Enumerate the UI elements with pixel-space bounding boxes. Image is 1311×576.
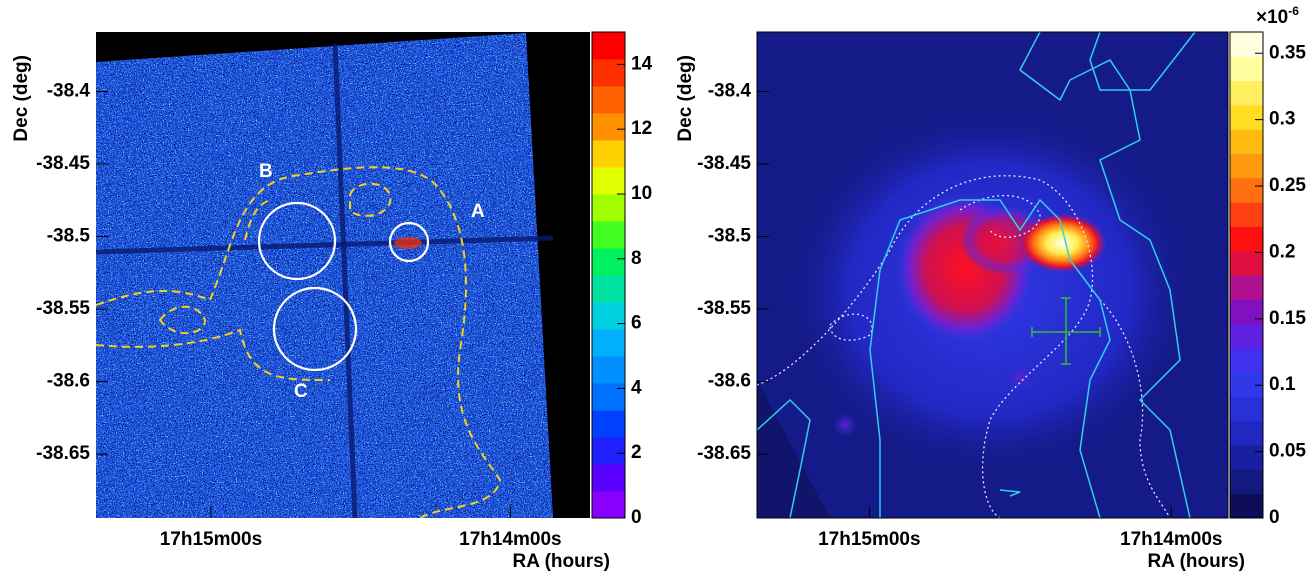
- colorbar-tick-label: 0.2: [1269, 241, 1295, 262]
- annotation: C: [294, 381, 308, 402]
- colorbar-band: [1230, 80, 1263, 106]
- colorbar-band: [1230, 56, 1263, 82]
- colorbar-band: [592, 329, 625, 357]
- colorbar-band: [1230, 226, 1263, 252]
- colorbar-tick-label: 0.15: [1269, 308, 1306, 329]
- colorbar-band: [1230, 250, 1263, 276]
- annotation: A: [471, 201, 485, 222]
- colorbar-band: [592, 464, 625, 492]
- colorbar-band: [592, 113, 625, 141]
- exponent-power: -6: [1288, 4, 1299, 18]
- colorbar-band: [1230, 469, 1263, 495]
- y-tick-label: -38.45: [36, 153, 90, 174]
- colorbar-frame: [591, 31, 626, 519]
- frame: [756, 31, 1229, 519]
- significance-map: [757, 32, 1228, 518]
- colorbar-band: [592, 32, 625, 60]
- colorbar-band: [592, 248, 625, 276]
- colorbar-band: [1230, 493, 1263, 519]
- colorbar-band: [1230, 347, 1263, 373]
- colorbar-band: [592, 491, 625, 519]
- y-axis-label: Dec (deg): [675, 55, 696, 142]
- colorbar-band: [592, 140, 625, 168]
- y-tick-label: -38.6: [708, 371, 751, 392]
- colorbar-band: [592, 194, 625, 222]
- counts-image: A B C: [96, 32, 590, 518]
- colorbar-band: [1230, 396, 1263, 422]
- exponent-base: ×10: [1256, 7, 1288, 28]
- x-tick-label: 17h14m00s: [459, 529, 561, 550]
- y-tick-label: -38.55: [36, 298, 90, 319]
- colorbar-tick-label: 0: [631, 507, 642, 528]
- colorbar-tick-label: 10: [631, 183, 652, 204]
- colorbar-band: [1230, 275, 1263, 300]
- colorbar-band: [1230, 32, 1263, 57]
- y-tick-label: -38.45: [697, 153, 751, 174]
- colorbar-band: [592, 356, 625, 384]
- colorbar-band: [592, 437, 625, 465]
- colorbar-band: [592, 221, 625, 249]
- x-axis-label: RA (hours): [513, 551, 610, 571]
- y-tick-label: -38.6: [47, 371, 90, 392]
- colorbar-band: [592, 59, 625, 87]
- colorbar-band: [592, 86, 625, 114]
- colorbar-band: [1230, 299, 1263, 325]
- y-axis-label: Dec (deg): [11, 55, 32, 142]
- y-tick-label: -38.5: [47, 226, 91, 247]
- colorbar-band: [592, 383, 625, 411]
- colorbar-band: [1230, 177, 1263, 203]
- colorbar-band: [1230, 202, 1263, 227]
- colorbar-band: [1230, 323, 1263, 349]
- y-tick-label: -38.5: [708, 226, 752, 247]
- colorbar-band: [592, 167, 625, 195]
- colorbar-band: [1230, 420, 1263, 446]
- colorbar-band: [1230, 129, 1263, 154]
- y-tick-label: -38.65: [36, 443, 90, 464]
- colorbar-tick-label: 0.05: [1269, 441, 1306, 462]
- colorbar-band: [592, 410, 625, 438]
- colorbar-frame: [1229, 31, 1264, 519]
- colorbar-tick-label: 8: [631, 248, 642, 269]
- y-tick-label: -38.4: [47, 80, 91, 101]
- x-tick-label: 17h14m00s: [1120, 529, 1222, 550]
- colorbar-tick-label: 0: [1269, 507, 1280, 528]
- colorbar-band: [1230, 104, 1263, 130]
- colorbar-tick-label: 0.3: [1269, 109, 1295, 130]
- y-tick-label: -38.4: [708, 80, 752, 101]
- colorbar-band: [1230, 372, 1263, 397]
- colorbar-tick-label: 0.1: [1269, 374, 1296, 395]
- colorbar-tick-label: 0.25: [1269, 175, 1306, 196]
- colorbar-band: [1230, 153, 1263, 179]
- colorbar-band: [592, 302, 625, 330]
- y-tick-label: -38.65: [697, 443, 751, 464]
- colorbar-tick-label: 0.35: [1269, 42, 1306, 63]
- colorbar-tick-label: 2: [631, 442, 642, 463]
- colorbar-band: [1230, 445, 1263, 470]
- x-tick-label: 17h15m00s: [160, 529, 262, 550]
- x-tick-label: 17h15m00s: [818, 529, 920, 550]
- colorbar-exponent: ×10-6: [1256, 4, 1299, 28]
- annotation: B: [259, 161, 273, 182]
- colorbar-tick-label: 4: [631, 377, 642, 398]
- colorbar-tick-label: 12: [631, 118, 652, 139]
- colorbar-tick-label: 6: [631, 313, 642, 334]
- colorbar-tick-label: 14: [631, 53, 653, 74]
- y-tick-label: -38.55: [697, 298, 751, 319]
- colorbar-band: [592, 275, 625, 303]
- x-axis-label: RA (hours): [1148, 551, 1245, 571]
